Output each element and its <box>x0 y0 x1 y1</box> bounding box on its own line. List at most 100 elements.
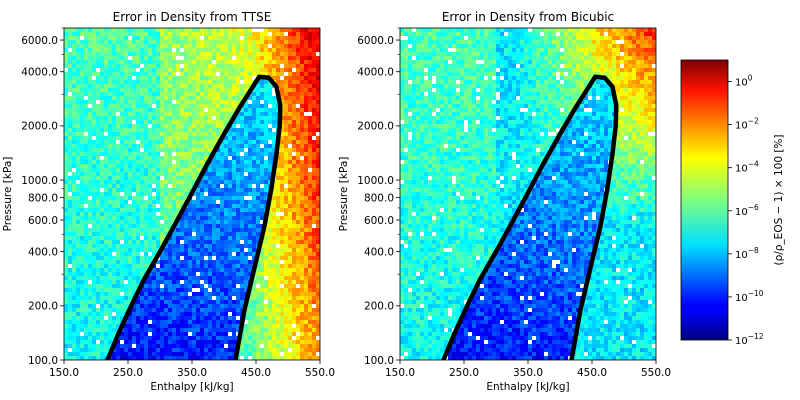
heatmap-cell <box>176 144 181 149</box>
heatmap-cell <box>192 52 197 57</box>
heatmap-cell <box>300 296 305 301</box>
heatmap-cell <box>180 288 185 293</box>
heatmap-cell <box>312 284 317 289</box>
heatmap-cell <box>264 284 269 289</box>
heatmap-cell <box>80 60 85 65</box>
heatmap-cell <box>228 216 233 221</box>
heatmap-cell <box>248 200 253 205</box>
heatmap-cell <box>124 336 129 341</box>
heatmap-cell <box>136 156 141 161</box>
heatmap-cell <box>188 88 193 93</box>
heatmap-cell <box>248 48 253 53</box>
heatmap-cell <box>84 304 89 309</box>
heatmap-cell <box>240 208 245 213</box>
heatmap-cell <box>236 28 241 33</box>
heatmap-cell <box>140 52 145 57</box>
heatmap-cell <box>260 308 265 313</box>
heatmap-cell <box>164 184 169 189</box>
heatmap-cell <box>316 260 320 265</box>
heatmap-cell <box>264 264 269 269</box>
heatmap-cell <box>260 72 265 77</box>
heatmap-cell <box>164 192 169 197</box>
heatmap-cell <box>100 244 105 249</box>
heatmap-cell <box>96 336 101 341</box>
heatmap-cell <box>244 276 249 281</box>
heatmap-cell <box>160 232 165 237</box>
heatmap-cell <box>108 144 113 149</box>
heatmap-cell <box>136 160 141 165</box>
heatmap-cell <box>316 88 320 93</box>
heatmap-cell <box>144 308 149 313</box>
heatmap-cell <box>224 172 229 177</box>
heatmap-cell <box>284 248 289 253</box>
heatmap-cell <box>232 212 237 217</box>
heatmap-cell <box>96 200 101 205</box>
heatmap-cell <box>124 220 129 225</box>
heatmap-cell <box>80 96 85 101</box>
heatmap-cell <box>224 316 229 321</box>
heatmap-cell <box>140 252 145 257</box>
heatmap-cell <box>284 192 289 197</box>
heatmap-cell <box>308 328 313 333</box>
heatmap-cell <box>172 232 177 237</box>
heatmap-cell <box>180 316 185 321</box>
heatmap-cell <box>144 36 149 41</box>
heatmap-cell <box>80 312 85 317</box>
heatmap-cell <box>264 144 269 149</box>
heatmap-cell <box>152 284 157 289</box>
heatmap-cell <box>116 256 121 261</box>
heatmap-cell <box>256 184 261 189</box>
heatmap-cell <box>252 168 257 173</box>
heatmap-cell <box>280 32 285 37</box>
heatmap-cell <box>232 216 237 221</box>
heatmap-cell <box>276 180 281 185</box>
heatmap-cell <box>148 72 153 77</box>
heatmap-cell <box>220 332 225 337</box>
heatmap-cell <box>268 292 273 297</box>
heatmap-cell <box>264 96 269 101</box>
heatmap-cell <box>280 200 285 205</box>
heatmap-cell <box>300 52 305 57</box>
heatmap-cell <box>88 312 93 317</box>
heatmap-cell <box>88 36 93 41</box>
heatmap-cell <box>76 112 81 117</box>
heatmap-cell <box>248 188 253 193</box>
heatmap-cell <box>284 64 289 69</box>
heatmap-cell <box>232 300 237 305</box>
heatmap-cell <box>308 40 313 45</box>
heatmap-cell <box>124 280 129 285</box>
heatmap-cell <box>192 324 197 329</box>
heatmap-cell <box>216 88 221 93</box>
heatmap-cell <box>148 32 153 37</box>
heatmap-cell <box>156 140 161 145</box>
heatmap-cell <box>72 216 77 221</box>
heatmap-cell <box>76 132 81 137</box>
heatmap-cell <box>140 216 145 221</box>
heatmap-cell <box>232 136 237 141</box>
heatmap-cell <box>116 180 121 185</box>
heatmap-cell <box>264 68 269 73</box>
heatmap-cell <box>232 160 237 165</box>
heatmap-cell <box>124 168 129 173</box>
heatmap-cell <box>260 180 265 185</box>
heatmap-cell <box>176 316 181 321</box>
heatmap-cell <box>184 220 189 225</box>
heatmap-cell <box>64 304 69 309</box>
heatmap-cell <box>272 32 277 37</box>
heatmap-cell <box>188 264 193 269</box>
heatmap-cell <box>64 152 69 157</box>
heatmap-cell <box>268 248 273 253</box>
heatmap-cell <box>300 100 305 105</box>
heatmap-cell <box>144 108 149 113</box>
heatmap-cell <box>72 96 77 101</box>
heatmap-cell <box>292 56 297 61</box>
heatmap-cell <box>156 224 161 229</box>
heatmap-cell <box>188 336 193 341</box>
heatmap-cell <box>100 216 105 221</box>
heatmap-cell <box>276 332 281 337</box>
heatmap-cell <box>224 44 229 49</box>
heatmap-cell <box>112 332 117 337</box>
heatmap-cell <box>148 132 153 137</box>
heatmap-cell <box>272 308 277 313</box>
heatmap-cell <box>176 96 181 101</box>
